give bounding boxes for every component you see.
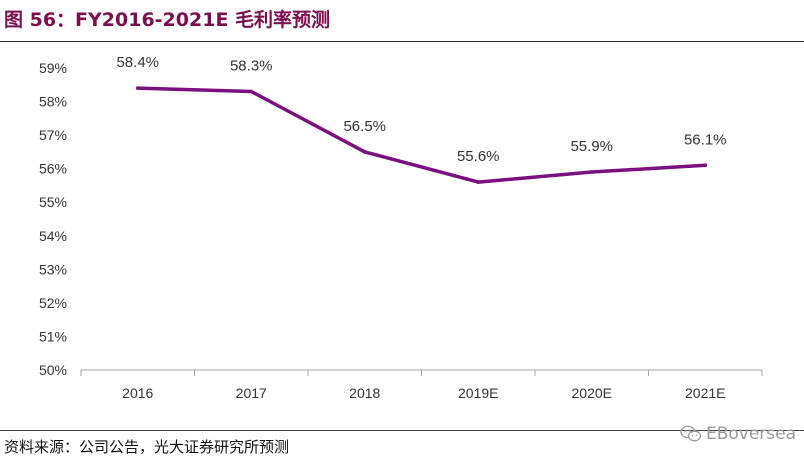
y-tick-label: 55% bbox=[39, 194, 67, 210]
gross-margin-chart: 50%51%52%53%54%55%56%57%58%59% 2016 2017 2… bbox=[39, 54, 763, 401]
series-group bbox=[135, 86, 708, 184]
source-note: 资料来源：公司公告，光大证券研究所预测 bbox=[4, 438, 290, 456]
x-axis: 2016 2017 2018 2019E 2020E 2021E bbox=[80, 369, 763, 401]
x-tick-label: 2016 bbox=[122, 385, 153, 401]
y-axis: 50% 51% 52% 53% 54% 55% 56% 57% 58% 59% bbox=[39, 60, 67, 378]
x-tick-label: 2020E bbox=[572, 385, 612, 401]
x-tick-label: 2021E bbox=[685, 385, 725, 401]
data-point bbox=[135, 86, 140, 90]
y-tick-label: 52% bbox=[39, 295, 67, 311]
series-line bbox=[136, 86, 708, 184]
wechat-icon bbox=[680, 425, 702, 442]
data-label: 58.4% bbox=[116, 54, 159, 71]
data-point bbox=[249, 89, 254, 94]
data-point bbox=[589, 170, 594, 174]
data-point bbox=[476, 180, 481, 184]
footer-divider bbox=[0, 430, 804, 431]
data-label: 56.5% bbox=[343, 118, 386, 135]
y-tick-label: 54% bbox=[39, 228, 67, 244]
data-label: 55.6% bbox=[457, 148, 500, 165]
watermark-text: EBoversea bbox=[705, 424, 796, 444]
figure-title: 图 56：FY2016-2021E 毛利率预测 bbox=[4, 9, 331, 31]
data-labels: 58.4% 58.3% 56.5% 55.6% 55.9% 56.1% bbox=[116, 54, 726, 165]
data-label: 56.1% bbox=[684, 131, 727, 148]
x-tick-label: 2018 bbox=[349, 385, 380, 401]
title-divider bbox=[0, 41, 804, 42]
y-tick-label: 59% bbox=[39, 60, 67, 76]
data-point bbox=[703, 163, 708, 168]
data-point bbox=[362, 150, 367, 154]
y-tick-label: 53% bbox=[39, 261, 67, 277]
y-tick-label: 50% bbox=[39, 362, 67, 378]
y-tick-label: 58% bbox=[39, 94, 67, 110]
y-tick-label: 51% bbox=[39, 328, 67, 344]
data-label: 58.3% bbox=[230, 57, 273, 74]
y-tick-label: 57% bbox=[39, 127, 67, 143]
x-tick-label: 2017 bbox=[236, 385, 267, 401]
x-tick-label: 2019E bbox=[458, 385, 498, 401]
y-tick-label: 56% bbox=[39, 161, 67, 177]
watermark: EBoversea bbox=[680, 424, 796, 444]
data-label: 55.9% bbox=[570, 138, 613, 155]
